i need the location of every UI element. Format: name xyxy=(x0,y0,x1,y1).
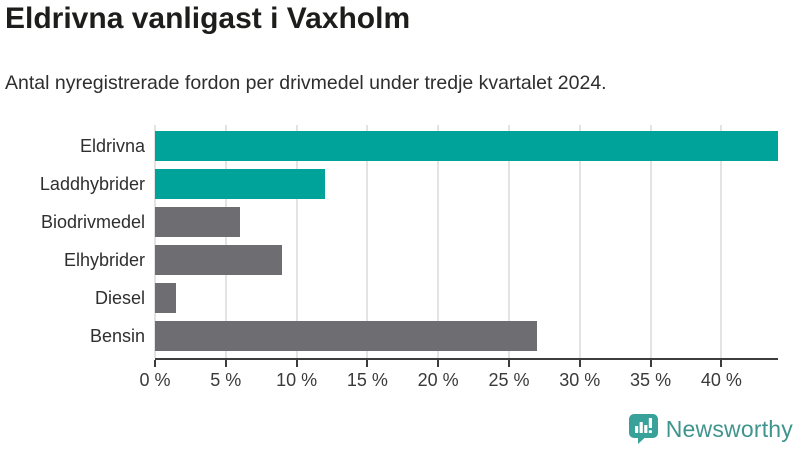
category-label: Laddhybrider xyxy=(39,174,145,194)
bar-laddhybrider xyxy=(155,169,325,199)
gridline xyxy=(437,125,440,358)
newsworthy-logo-icon xyxy=(628,414,658,444)
x-axis-tick xyxy=(649,360,652,367)
category-label: Bensin xyxy=(89,326,145,346)
chart-title: Eldrivna vanligast i Vaxholm xyxy=(5,2,411,35)
x-axis-tick xyxy=(366,360,369,367)
category-label: Diesel xyxy=(94,288,145,308)
x-axis-tick xyxy=(224,360,227,367)
x-axis-tick xyxy=(295,360,298,367)
bar-bensin xyxy=(155,321,538,351)
gridline xyxy=(720,125,723,358)
newsworthy-logo-text: Newsworthy xyxy=(665,415,793,442)
newsworthy-logo: Newsworthy xyxy=(628,413,793,445)
bar-diesel xyxy=(155,283,177,313)
category-label: Eldrivna xyxy=(79,136,145,156)
gridline xyxy=(649,125,652,358)
x-tick-label: 35 % xyxy=(630,370,672,390)
gridline xyxy=(295,125,298,358)
x-tick-label: 25 % xyxy=(488,370,530,390)
x-tick-label: 15 % xyxy=(346,370,388,390)
x-axis-tick xyxy=(720,360,723,367)
bar-eldrivna xyxy=(155,131,778,161)
x-axis-tick xyxy=(437,360,440,367)
x-tick-label: 20 % xyxy=(417,370,459,390)
gridline xyxy=(507,125,510,358)
category-label: Biodrivmedel xyxy=(40,212,145,232)
x-tick-label: 5 % xyxy=(210,370,242,390)
logo-bars-glyph xyxy=(634,418,652,433)
category-label: Elhybrider xyxy=(63,250,145,270)
x-tick-label: 40 % xyxy=(700,370,742,390)
gridline xyxy=(366,125,369,358)
x-axis-tick xyxy=(154,360,156,367)
gridline xyxy=(154,125,156,358)
x-axis-tick xyxy=(507,360,510,367)
x-tick-label: 0 % xyxy=(139,370,171,390)
bar-elhybrider xyxy=(155,245,283,275)
bar-chart: Eldrivna Laddhybrider Biodrivmedel Elhybrid… xyxy=(0,122,778,398)
x-tick-label: 10 % xyxy=(276,370,318,390)
x-axis-tick xyxy=(578,360,581,367)
gridline xyxy=(224,125,227,358)
bar-biodrivmedel xyxy=(155,207,240,237)
chart-subtitle: Antal nyregistrerade fordon per drivmede… xyxy=(5,72,607,94)
x-tick-label: 30 % xyxy=(559,370,601,390)
category-axis: Eldrivna Laddhybrider Biodrivmedel Elhybrid… xyxy=(0,122,145,358)
plot-area: 0 % 5 % 10 % 15 % 20 % 25 % 30 % 35 % 40 % xyxy=(139,122,778,390)
gridline xyxy=(578,125,581,358)
